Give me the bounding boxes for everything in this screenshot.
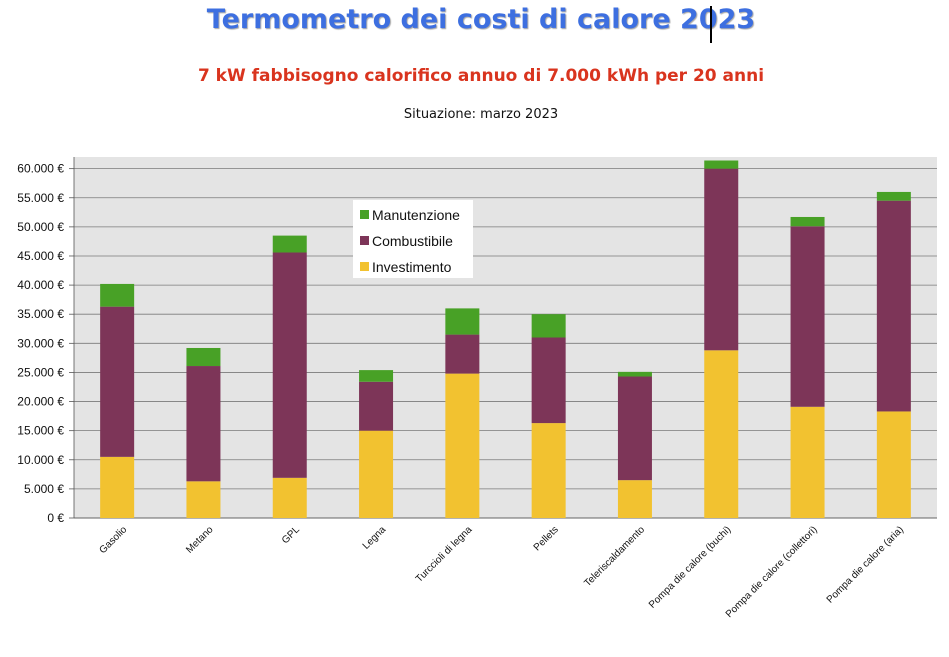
y-tick-label: 35.000 € [17, 307, 64, 321]
chart-date-note: Situazione: marzo 2023 [403, 107, 559, 122]
chart-title: Termometro dei costi di calore 2023 [206, 4, 756, 35]
bar-combustibile [704, 168, 739, 351]
legend-label: Manutenzione [372, 207, 460, 223]
x-category-label: GPL [280, 524, 302, 546]
bar-combustibile [876, 200, 911, 412]
y-tick-label: 15.000 € [17, 424, 64, 438]
bar-manutenzione [531, 314, 566, 338]
x-category-label: Metano [184, 524, 216, 556]
bar-manutenzione [790, 216, 825, 227]
x-category-label: Turccioli di legna [414, 524, 475, 585]
y-tick-label: 10.000 € [17, 453, 64, 467]
legend-swatch [360, 210, 369, 219]
legend-box [353, 200, 473, 278]
bar-combustibile [790, 226, 825, 407]
x-category-label: Pompa die calore (buchi) [647, 524, 733, 610]
bar-investimento [876, 411, 911, 518]
bar-manutenzione [704, 160, 739, 169]
y-tick-label: 50.000 € [17, 220, 64, 234]
bar-combustibile [186, 366, 221, 482]
x-category-label: Gasolio [98, 524, 130, 556]
bar-investimento [531, 423, 566, 518]
bar-investimento [272, 477, 307, 518]
y-tick-label: 25.000 € [17, 365, 64, 379]
legend-swatch [360, 262, 369, 271]
x-category-label: Teleriscaldamento [582, 524, 647, 589]
bar-combustibile [100, 306, 135, 457]
y-tick-label: 0 € [47, 511, 64, 525]
x-category-label: Pellets [532, 524, 561, 553]
legend-swatch [360, 236, 369, 245]
bar-manutenzione [100, 283, 135, 307]
y-tick-label: 60.000 € [17, 162, 64, 176]
bar-investimento [790, 406, 825, 518]
bar-combustibile [359, 381, 394, 431]
bar-investimento [100, 456, 135, 518]
bar-investimento [617, 480, 652, 518]
bar-combustibile [445, 334, 480, 374]
bar-investimento [445, 373, 480, 518]
bar-manutenzione [359, 370, 394, 382]
bar-combustibile [531, 337, 566, 424]
y-tick-label: 40.000 € [17, 278, 64, 292]
text-cursor [710, 6, 712, 43]
bar-investimento [359, 430, 394, 518]
y-tick-label: 55.000 € [17, 191, 64, 205]
legend-label: Investimento [372, 259, 452, 275]
y-tick-label: 30.000 € [17, 336, 64, 350]
x-category-label: Pompa die calore (aria) [825, 524, 906, 605]
y-tick-label: 5.000 € [24, 482, 64, 496]
bar-manutenzione [186, 347, 221, 367]
chart-subtitle: 7 kW fabbisogno calorifico annuo di 7.00… [197, 66, 765, 86]
bar-investimento [186, 481, 221, 518]
bar-manutenzione [272, 235, 307, 253]
bar-manutenzione [876, 191, 911, 201]
bar-manutenzione [445, 308, 480, 335]
x-category-label: Pompa die calore (collettori) [724, 524, 820, 620]
y-tick-label: 45.000 € [17, 249, 64, 263]
x-category-label: Legna [361, 524, 389, 552]
y-tick-label: 20.000 € [17, 395, 64, 409]
bar-manutenzione [617, 371, 652, 377]
bar-combustibile [272, 252, 307, 478]
bar-investimento [704, 350, 739, 518]
bar-combustibile [617, 376, 652, 481]
legend-label: Combustibile [372, 233, 453, 249]
